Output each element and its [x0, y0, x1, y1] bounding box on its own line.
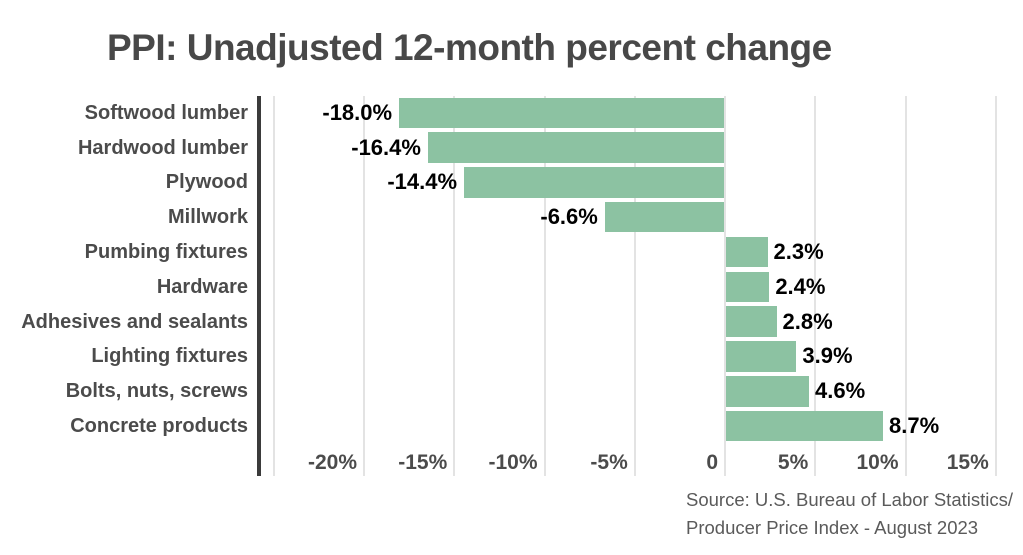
- category-label: Pumbing fixtures: [84, 241, 248, 264]
- bar: [726, 306, 777, 337]
- x-gridline: [272, 96, 275, 476]
- bar: [604, 201, 724, 233]
- chart-title: PPI: Unadjusted 12-month percent change: [107, 27, 832, 68]
- x-tick-label: -5%: [590, 451, 628, 474]
- category-label: Plywood: [165, 171, 248, 194]
- x-gridline: [453, 96, 456, 476]
- x-gridline: [633, 96, 636, 476]
- x-tick-label: 5%: [777, 451, 809, 474]
- bar: [726, 341, 797, 372]
- x-gridline: [543, 96, 546, 476]
- value-label: 2.4%: [775, 273, 826, 299]
- bar: [427, 132, 724, 163]
- y-axis-line: [257, 96, 261, 476]
- category-label: Bolts, nuts, screws: [65, 380, 248, 403]
- category-label: Hardware: [156, 275, 248, 298]
- value-label: 2.8%: [782, 308, 833, 334]
- value-label: 4.6%: [815, 378, 866, 404]
- x-tick-label: -15%: [398, 451, 448, 474]
- x-tick-label: -20%: [307, 451, 357, 474]
- category-label: Concrete products: [70, 415, 248, 438]
- x-gridline: [994, 96, 997, 476]
- bar: [726, 271, 770, 303]
- category-label: Softwood lumber: [84, 101, 248, 124]
- x-tick-label: 0: [706, 451, 718, 474]
- value-label: -14.4%: [387, 169, 458, 195]
- bar: [399, 97, 724, 128]
- x-gridline: [814, 96, 817, 476]
- x-gridline: [724, 96, 726, 476]
- bar: [726, 376, 810, 407]
- value-label: -16.4%: [351, 134, 421, 160]
- category-label: Millwork: [167, 206, 248, 229]
- value-label: 2.3%: [773, 239, 824, 265]
- x-tick-label: 15%: [946, 451, 989, 474]
- x-tick-label: -10%: [488, 451, 538, 474]
- source-line-1: Source: U.S. Bureau of Labor Statistics/: [686, 489, 1013, 510]
- value-label: 8.7%: [889, 413, 940, 439]
- bar: [464, 167, 724, 198]
- category-label: Lighting fixtures: [91, 345, 248, 368]
- x-gridline: [904, 96, 907, 476]
- source-attribution: Source: U.S. Bureau of Labor Statistics/…: [686, 486, 1013, 541]
- bar: [726, 410, 884, 442]
- x-tick-label: 10%: [856, 451, 899, 474]
- value-label: -6.6%: [540, 204, 598, 230]
- source-line-2: Producer Price Index - August 2023: [686, 516, 979, 538]
- category-label: Adhesives and sealants: [21, 310, 248, 333]
- bar: [726, 236, 768, 268]
- value-label: -18.0%: [322, 99, 393, 125]
- category-label: Hardwood lumber: [77, 136, 248, 159]
- x-gridline: [363, 96, 365, 476]
- value-label: 3.9%: [802, 343, 853, 369]
